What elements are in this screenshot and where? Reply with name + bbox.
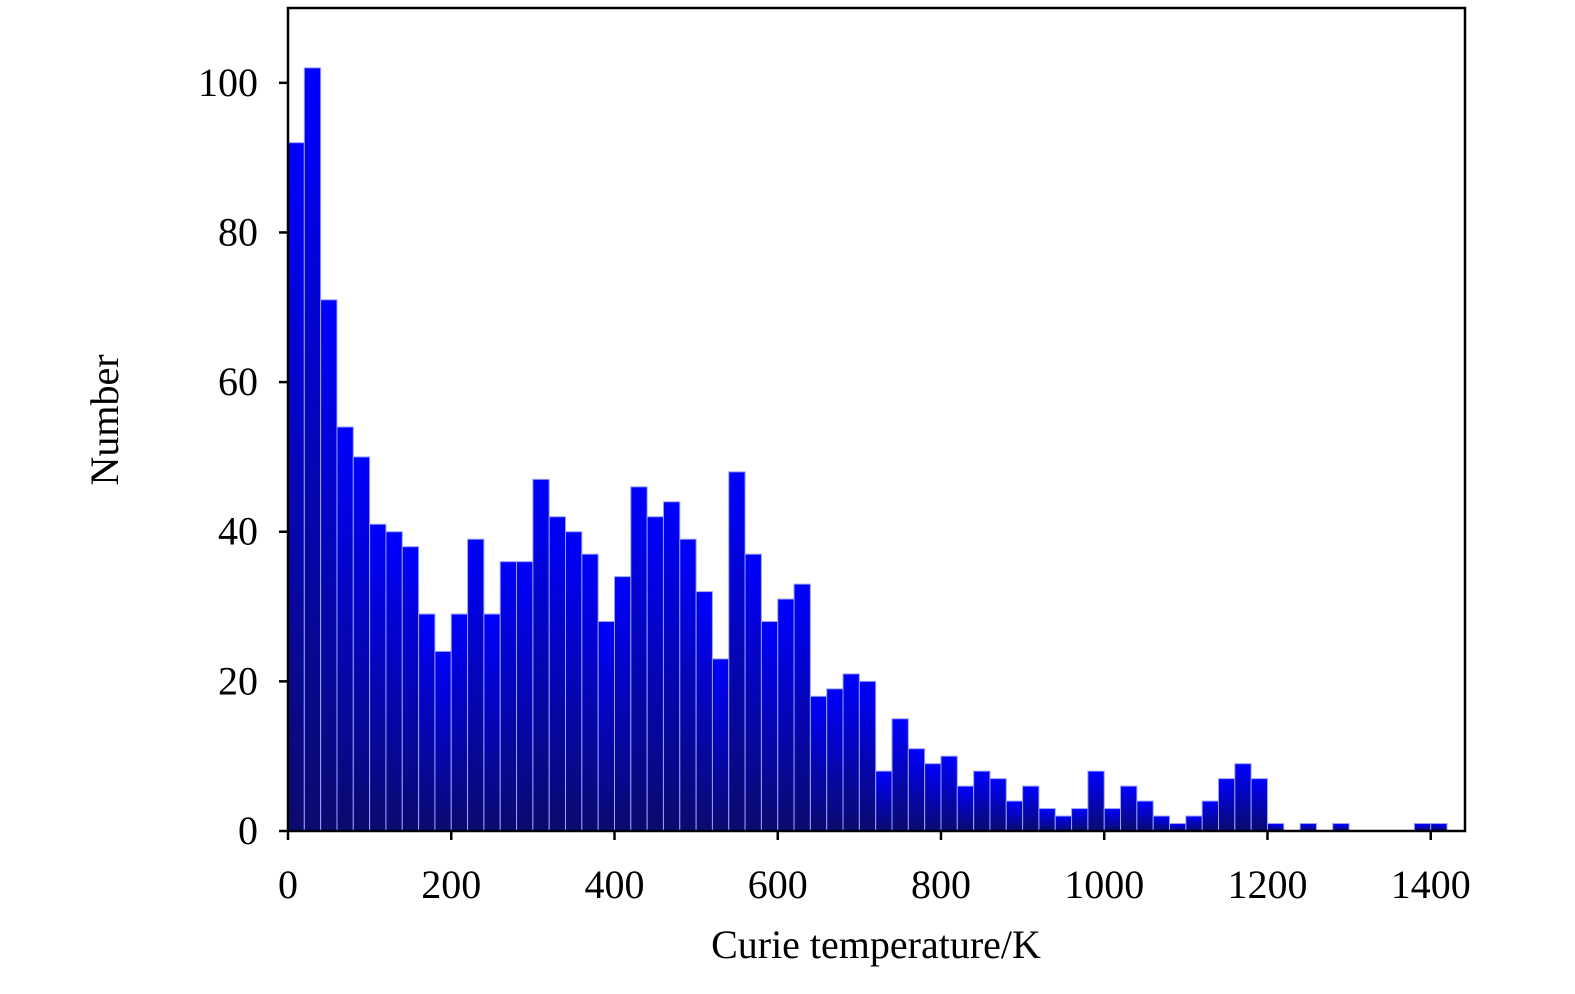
bar xyxy=(1250,778,1268,831)
bar xyxy=(450,613,469,831)
bar xyxy=(1136,800,1154,831)
bar xyxy=(303,67,322,831)
bar xyxy=(1266,823,1285,831)
x-tick-label: 1000 xyxy=(1064,862,1144,907)
bar xyxy=(875,770,893,831)
bar xyxy=(548,516,567,831)
bar xyxy=(499,561,518,831)
x-tick-label: 0 xyxy=(278,862,298,907)
bar xyxy=(1120,785,1138,831)
bar xyxy=(320,299,338,831)
bar xyxy=(907,748,926,831)
bar xyxy=(336,426,354,831)
y-axis-label: Number xyxy=(82,354,127,485)
bar xyxy=(1005,800,1024,831)
bar xyxy=(1430,823,1448,831)
bar xyxy=(401,546,420,831)
bar xyxy=(744,553,762,831)
bar xyxy=(646,516,664,831)
bar xyxy=(369,523,387,831)
bar xyxy=(434,650,452,831)
bar xyxy=(1201,800,1219,831)
bar xyxy=(777,598,795,831)
bar xyxy=(288,314,289,831)
bar xyxy=(483,613,501,831)
bar xyxy=(679,538,697,831)
bar xyxy=(826,688,844,831)
bar xyxy=(565,531,583,831)
bar xyxy=(956,785,975,831)
bar xyxy=(1217,778,1236,831)
bar xyxy=(1332,823,1350,831)
bar xyxy=(581,553,599,831)
bar xyxy=(1234,763,1252,831)
y-tick-label: 80 xyxy=(218,209,258,254)
bar xyxy=(467,538,485,831)
bar xyxy=(1087,770,1105,831)
x-tick-label: 400 xyxy=(584,862,644,907)
x-tick-label: 1400 xyxy=(1391,862,1471,907)
bar xyxy=(1022,785,1040,831)
bar xyxy=(288,142,305,831)
bar xyxy=(891,718,909,831)
bar xyxy=(711,658,730,831)
y-tick-label: 40 xyxy=(218,509,258,554)
bar xyxy=(1103,808,1122,831)
bar xyxy=(809,695,828,831)
bar xyxy=(728,471,746,831)
bar xyxy=(858,680,877,831)
bar xyxy=(1054,815,1073,831)
bar xyxy=(1299,823,1317,831)
y-tick-label: 100 xyxy=(198,60,258,105)
x-tick-label: 600 xyxy=(748,862,808,907)
bar xyxy=(940,755,958,831)
bar xyxy=(842,673,860,831)
bar xyxy=(1038,808,1056,831)
y-tick-label: 0 xyxy=(238,808,258,853)
bar xyxy=(760,621,779,831)
y-tick-label: 60 xyxy=(218,359,258,404)
plot-frame xyxy=(286,6,1467,833)
bar xyxy=(352,456,371,831)
bar xyxy=(597,621,615,831)
x-tick-label: 200 xyxy=(421,862,481,907)
y-tick-label: 20 xyxy=(218,658,258,703)
bar xyxy=(793,583,811,831)
x-tick-label: 1200 xyxy=(1227,862,1307,907)
bar xyxy=(695,591,713,831)
bar xyxy=(516,561,534,831)
bar xyxy=(973,770,991,831)
bar xyxy=(1185,815,1203,831)
x-tick-label: 800 xyxy=(911,862,971,907)
bar xyxy=(1152,815,1171,831)
bar xyxy=(630,486,648,831)
x-axis-label: Curie temperature/K xyxy=(711,922,1041,967)
bar xyxy=(924,763,942,831)
bar xyxy=(532,478,550,831)
bar xyxy=(385,531,403,831)
bar xyxy=(989,778,1007,831)
bar xyxy=(1071,808,1089,831)
bar xyxy=(418,613,436,831)
bar xyxy=(662,501,681,831)
bar xyxy=(613,576,632,831)
